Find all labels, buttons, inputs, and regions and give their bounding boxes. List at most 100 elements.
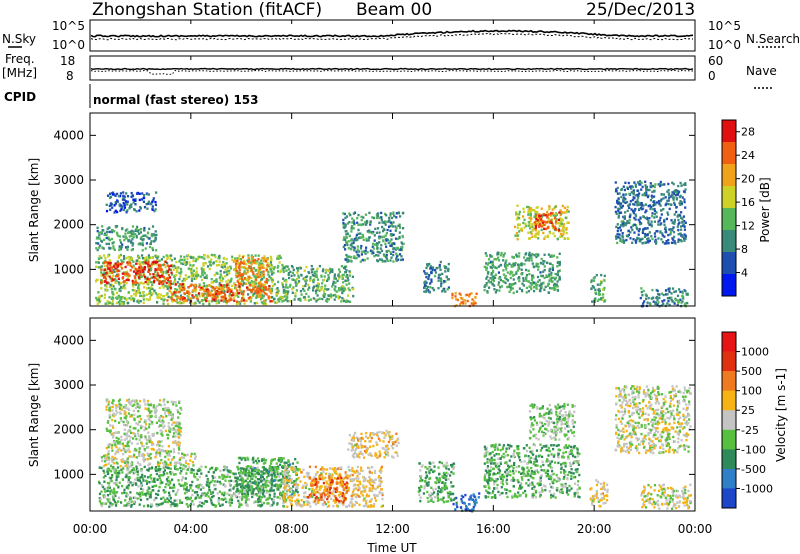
scatter-cell: [199, 288, 202, 291]
scatter-cell: [566, 221, 569, 224]
scatter-cell: [111, 503, 114, 506]
scatter-cell: [651, 237, 654, 241]
scatter-cell: [653, 232, 656, 235]
scatter-cell: [626, 221, 629, 224]
scatter-cell: [658, 183, 661, 186]
scatter-cell: [114, 262, 117, 265]
scatter-cell: [230, 290, 233, 293]
scatter-cell: [203, 284, 206, 288]
scatter-cell: [461, 300, 465, 304]
scatter-cell: [232, 292, 235, 295]
scatter-cell: [631, 198, 634, 202]
scatter-cell: [146, 480, 149, 483]
scatter-cell: [138, 452, 141, 456]
scatter-cell: [389, 240, 392, 243]
scatter-cell: [164, 406, 167, 410]
scatter-cell: [197, 274, 200, 277]
scatter-cell: [375, 216, 379, 220]
scatter-cell: [134, 482, 138, 485]
scatter-cell: [136, 291, 139, 294]
scatter-cell: [103, 456, 106, 460]
scatter-cell: [180, 296, 183, 299]
scatter-cell: [166, 466, 169, 469]
scatter-cell: [133, 417, 136, 420]
scatter-cell: [257, 488, 260, 491]
scatter-cell: [322, 289, 325, 292]
scatter-cell: [331, 268, 334, 271]
scatter-cell: [243, 262, 246, 265]
scatter-cell: [382, 253, 386, 256]
scatter-cell: [333, 288, 336, 291]
scatter-cell: [341, 275, 344, 278]
scatter-cell: [216, 492, 219, 495]
scatter-cell: [109, 269, 112, 272]
scatter-cell: [396, 246, 399, 250]
scatter-cell: [244, 267, 247, 270]
scatter-cell: [118, 254, 121, 258]
scatter-cell: [238, 505, 241, 508]
scatter-cell: [144, 437, 147, 440]
cpid-label: CPID: [4, 90, 36, 104]
scatter-cell: [238, 502, 241, 505]
scatter-cell: [104, 490, 107, 493]
scatter-cell: [228, 489, 231, 492]
scatter-cell: [443, 265, 446, 268]
scatter-cell: [108, 443, 112, 446]
scatter-cell: [188, 497, 192, 501]
scatter-cell: [114, 500, 117, 503]
scatter-cell: [527, 211, 530, 214]
scatter-cell: [184, 299, 187, 302]
scatter-cell: [324, 284, 327, 287]
scatter-cell: [273, 283, 276, 286]
scatter-cell: [332, 294, 335, 297]
scatter-cell: [169, 505, 173, 508]
scatter-cell: [322, 294, 325, 297]
scatter-cell: [101, 459, 104, 462]
scatter-cell: [623, 188, 626, 192]
scatter-cell: [269, 255, 273, 259]
scatter-cell: [147, 232, 150, 235]
scatter-cell: [385, 253, 388, 257]
scatter-cell: [147, 200, 151, 203]
scatter-cell: [427, 277, 430, 281]
scatter-cell: [225, 257, 228, 261]
scatter-cell: [135, 262, 138, 265]
scatter-cell: [538, 217, 542, 220]
scatter-cell: [645, 186, 648, 189]
scatter-cell: [142, 269, 145, 272]
scatter-cell: [506, 264, 509, 267]
scatter-cell: [166, 285, 169, 288]
scatter-cell: [267, 295, 270, 298]
scatter-cell: [629, 231, 632, 234]
scatter-cell: [642, 215, 645, 219]
scatter-cell: [554, 212, 557, 216]
scatter-cell: [344, 238, 347, 242]
scatter-cell: [255, 282, 258, 285]
scatter-cell: [210, 467, 213, 470]
scatter-cell: [193, 289, 196, 292]
scatter-cell: [100, 265, 103, 268]
scatter-cell: [166, 472, 169, 475]
scatter-cell: [635, 237, 639, 241]
scatter-cell: [640, 287, 643, 290]
scatter-cell: [497, 265, 500, 268]
scatter-cell: [102, 476, 105, 479]
scatter-cell: [551, 255, 554, 258]
scatter-cell: [345, 240, 348, 244]
scatter-cell: [616, 199, 619, 203]
scatter-cell: [547, 253, 550, 256]
scatter-cell: [124, 464, 127, 467]
scatter-cell: [131, 244, 134, 247]
scatter-cell: [516, 269, 519, 272]
scatter-cell: [146, 277, 149, 281]
scatter-cell: [380, 258, 383, 261]
scatter-cell: [166, 256, 169, 259]
scatter-cell: [350, 239, 353, 242]
scatter-cell: [527, 209, 530, 212]
scatter-cell: [538, 289, 541, 292]
scatter-cell: [95, 242, 98, 245]
scatter-cell: [116, 474, 119, 477]
scatter-cell: [122, 271, 125, 274]
scatter-cell: [112, 462, 115, 465]
